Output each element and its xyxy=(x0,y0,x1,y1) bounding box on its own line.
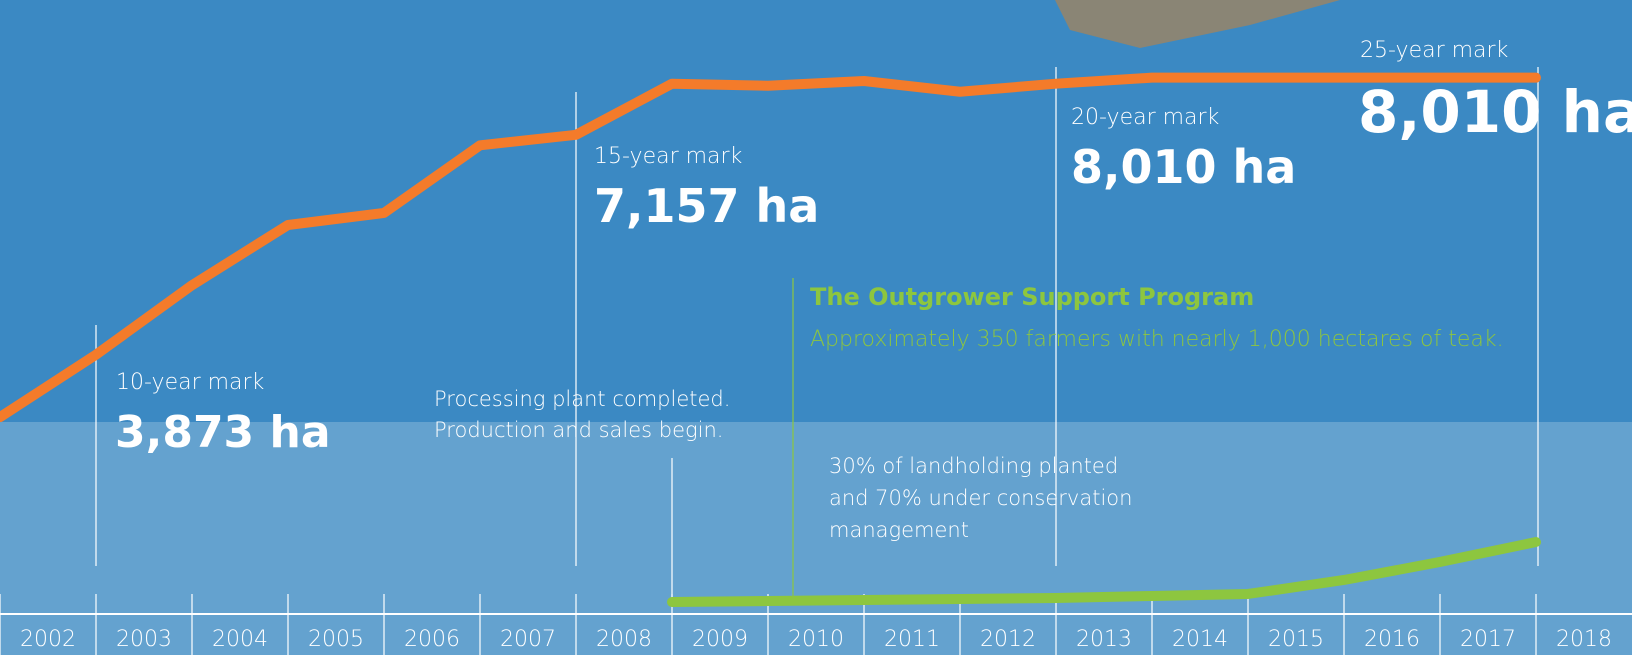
x-tick-label: 2014 xyxy=(1172,627,1228,652)
page: {"chart_data": {"type": "line", "categor… xyxy=(0,0,1632,655)
mark-value: 7,157 ha xyxy=(594,179,819,233)
x-tick-label: 2017 xyxy=(1460,627,1516,652)
x-tick-label: 2005 xyxy=(308,627,364,652)
x-tick-label: 2018 xyxy=(1556,627,1612,652)
note: 30% of landholding planted xyxy=(829,454,1118,478)
x-tick-label: 2010 xyxy=(788,627,844,652)
mark-value: 8,010 ha xyxy=(1358,78,1632,146)
x-tick-label: 2013 xyxy=(1076,627,1132,652)
note: Processing plant completed. xyxy=(434,387,730,411)
x-tick-label: 2009 xyxy=(692,627,748,652)
x-tick-label: 2015 xyxy=(1268,627,1324,652)
mark-label: 10-year mark xyxy=(116,370,265,395)
x-tick-label: 2006 xyxy=(404,627,460,652)
mark-value: 8,010 ha xyxy=(1071,140,1296,194)
outgrower-title: The Outgrower Support Program xyxy=(810,283,1254,311)
x-tick-label: 2016 xyxy=(1364,627,1420,652)
x-tick-label: 2004 xyxy=(212,627,268,652)
x-tick-label: 2011 xyxy=(884,627,940,652)
mark-value: 3,873 ha xyxy=(115,407,331,458)
x-tick-label: 2002 xyxy=(20,627,76,652)
x-tick-label: 2003 xyxy=(116,627,172,652)
x-tick-label: 2012 xyxy=(980,627,1036,652)
outgrower-text: Approximately 350 farmers with nearly 1,… xyxy=(810,327,1504,352)
x-tick-label: 2008 xyxy=(596,627,652,652)
mark-label: 20-year mark xyxy=(1071,105,1220,130)
note: management xyxy=(829,518,969,542)
mark-label: 15-year mark xyxy=(594,144,743,169)
x-tick-label: 2007 xyxy=(500,627,556,652)
mark-label: 25-year mark xyxy=(1360,38,1509,63)
chart: 10-year mark 3,873 ha 15-year mark 7,157… xyxy=(0,0,1632,655)
note: Production and sales begin. xyxy=(434,418,723,442)
note: and 70% under conservation xyxy=(829,486,1132,510)
